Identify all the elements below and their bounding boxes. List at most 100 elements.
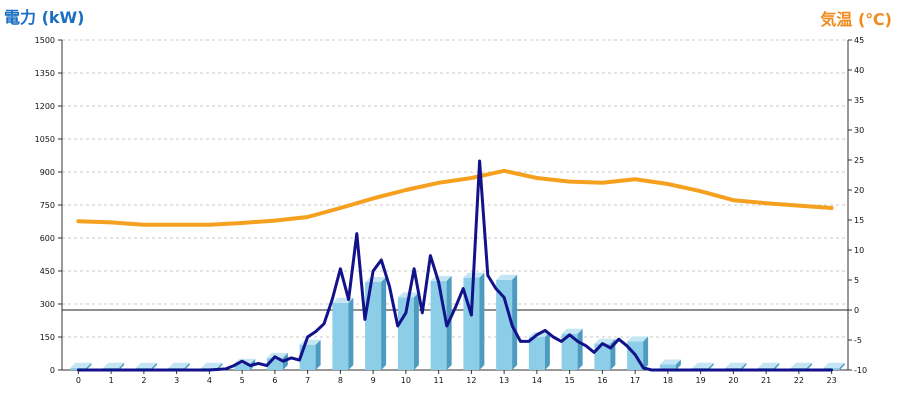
x-tick-label: 23 <box>827 376 837 385</box>
x-tick-label: 0 <box>76 376 81 385</box>
power-bar-top <box>266 352 288 358</box>
power-bar-side <box>512 274 518 370</box>
power-bar-top <box>659 359 681 365</box>
power-bar <box>561 328 583 370</box>
power-bar-side <box>151 362 157 370</box>
power-bar <box>496 274 518 370</box>
power-bar-top <box>70 362 92 368</box>
left-tick-label: 1050 <box>35 135 55 144</box>
x-tick-label: 20 <box>728 376 738 385</box>
power-bar-top <box>725 362 747 368</box>
power-bar-front <box>234 363 251 370</box>
right-tick-label: 5 <box>854 276 859 285</box>
x-tick-label: 14 <box>532 376 542 385</box>
power-bar-front <box>496 279 513 370</box>
power-bar <box>332 297 354 370</box>
power-bar-front <box>365 282 382 370</box>
power-bar-front <box>397 297 414 370</box>
power-bar-side <box>315 339 321 370</box>
right-tick-label: 0 <box>854 306 859 315</box>
power-bar <box>397 292 419 370</box>
power-bar-top <box>201 362 223 368</box>
x-tick-label: 13 <box>499 376 509 385</box>
temperature-line <box>76 168 834 227</box>
x-tick-label: 21 <box>761 376 771 385</box>
power-bar-top <box>790 362 812 368</box>
power-bar-top <box>823 362 845 368</box>
power-bar-top <box>692 362 714 368</box>
right-tick-label: 40 <box>854 66 864 75</box>
x-tick-label: 22 <box>794 376 804 385</box>
power-bar-top <box>168 362 190 368</box>
power-bar <box>627 336 649 370</box>
power-bar-front <box>561 333 578 370</box>
series-lines <box>76 159 834 372</box>
left-axis-unit-label: 電力 (kW) <box>4 8 85 27</box>
power-bar-top <box>103 362 125 368</box>
x-tick-label: 11 <box>434 376 444 385</box>
right-tick-label: 35 <box>854 96 864 105</box>
power-bar <box>365 277 387 370</box>
power-bar-side <box>348 297 354 370</box>
right-tick-label: 10 <box>854 246 864 255</box>
power-bar-side <box>643 336 649 370</box>
power-line <box>76 159 834 372</box>
right-tick-label: -5 <box>854 336 862 345</box>
power-bar <box>266 352 288 370</box>
power-bar-front <box>594 343 611 370</box>
left-tick-label: 0 <box>50 366 55 375</box>
power-bar-side <box>806 362 812 370</box>
right-axis-unit-label: 気温 (℃) <box>820 10 892 29</box>
power-bar-top <box>758 362 780 368</box>
right-tick-label: 15 <box>854 216 864 225</box>
power-bar-side <box>544 332 550 370</box>
left-tick-label: 1350 <box>35 69 55 78</box>
x-tick-label: 4 <box>207 376 212 385</box>
x-tick-label: 2 <box>141 376 146 385</box>
x-tick-label: 18 <box>663 376 673 385</box>
left-tick-label: 600 <box>40 234 55 243</box>
right-tick-label: 30 <box>854 126 864 135</box>
power-bar-top <box>561 328 583 334</box>
left-tick-label: 300 <box>40 300 55 309</box>
power-bar-top <box>135 362 157 368</box>
power-bar-side <box>184 362 190 370</box>
power-bar-top <box>594 338 616 344</box>
x-tick-label: 17 <box>630 376 640 385</box>
power-bar-side <box>413 292 419 370</box>
power-bars <box>70 272 845 370</box>
x-tick-label: 19 <box>696 376 706 385</box>
left-tick-label: 1500 <box>35 36 55 45</box>
axes <box>58 39 852 374</box>
left-tick-label: 450 <box>40 267 55 276</box>
x-tick-label: 12 <box>466 376 476 385</box>
power-bar-side <box>86 362 92 370</box>
right-tick-label: 45 <box>854 36 864 45</box>
x-tick-label: 16 <box>597 376 607 385</box>
power-bar-side <box>577 328 583 370</box>
left-tick-label: 1200 <box>35 102 55 111</box>
power-bar-front <box>659 364 676 370</box>
power-bar <box>594 338 616 370</box>
power-bar-front <box>430 280 447 370</box>
x-tick-label: 8 <box>338 376 343 385</box>
power-bar-front <box>528 337 545 370</box>
power-bar-side <box>839 362 845 370</box>
grid-lines <box>62 39 848 338</box>
power-bar-side <box>479 272 485 370</box>
x-tick-label: 6 <box>272 376 277 385</box>
right-tick-label: 25 <box>854 156 864 165</box>
power-bar-side <box>675 359 681 370</box>
x-tick-label: 7 <box>305 376 310 385</box>
left-tick-label: 750 <box>40 201 55 210</box>
x-tick-label: 15 <box>565 376 575 385</box>
power-bar-side <box>774 362 780 370</box>
x-tick-label: 10 <box>401 376 411 385</box>
power-bar-front <box>332 302 349 370</box>
tick-labels: 01503004506007509001050120013501500-10-5… <box>35 36 867 385</box>
left-tick-label: 150 <box>40 333 55 342</box>
x-tick-label: 1 <box>109 376 114 385</box>
power-bar-side <box>708 362 714 370</box>
left-tick-label: 900 <box>40 168 55 177</box>
